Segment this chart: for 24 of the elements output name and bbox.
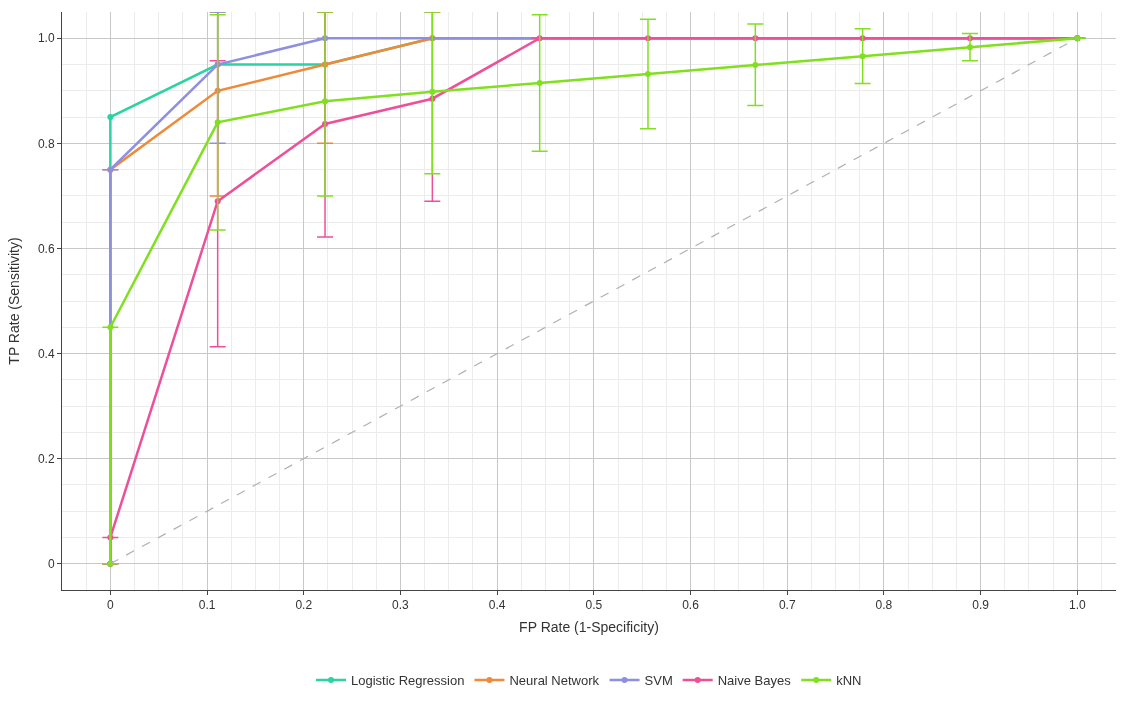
legend-label: Neural Network <box>509 673 600 689</box>
x-tick-label: 0.8 <box>875 598 893 613</box>
x-tick-label: 0.5 <box>585 598 603 613</box>
y-tick-label: 0.6 <box>37 241 55 256</box>
y-tick-label: 0.2 <box>37 451 55 466</box>
x-tick-label: 0 <box>107 598 115 613</box>
y-tick-label: 0.8 <box>37 136 55 151</box>
legend-label: Logistic Regression <box>351 673 465 689</box>
x-tick-label: 0.6 <box>682 598 700 613</box>
y-axis-title: TP Rate (Sensitivity) <box>5 237 22 365</box>
x-tick-label: 0.1 <box>198 598 216 613</box>
legend-label: SVM <box>644 673 673 689</box>
x-tick-label: 0.3 <box>392 598 410 613</box>
x-tick-label: 0.9 <box>972 598 990 613</box>
y-tick-label: 0.4 <box>37 346 55 361</box>
x-tick-label: 0.7 <box>778 598 796 613</box>
x-tick-label: 1.0 <box>1068 598 1086 613</box>
legend-label: Naive Bayes <box>717 673 792 689</box>
x-tick-label: 0.4 <box>488 598 506 613</box>
x-axis-title: FP Rate (1-Specificity) <box>519 618 659 635</box>
x-tick-label: 0.2 <box>295 598 313 613</box>
legend-label: kNN <box>836 673 862 689</box>
y-tick-label: 0 <box>47 556 55 571</box>
y-tick-label: 1.0 <box>37 31 55 46</box>
